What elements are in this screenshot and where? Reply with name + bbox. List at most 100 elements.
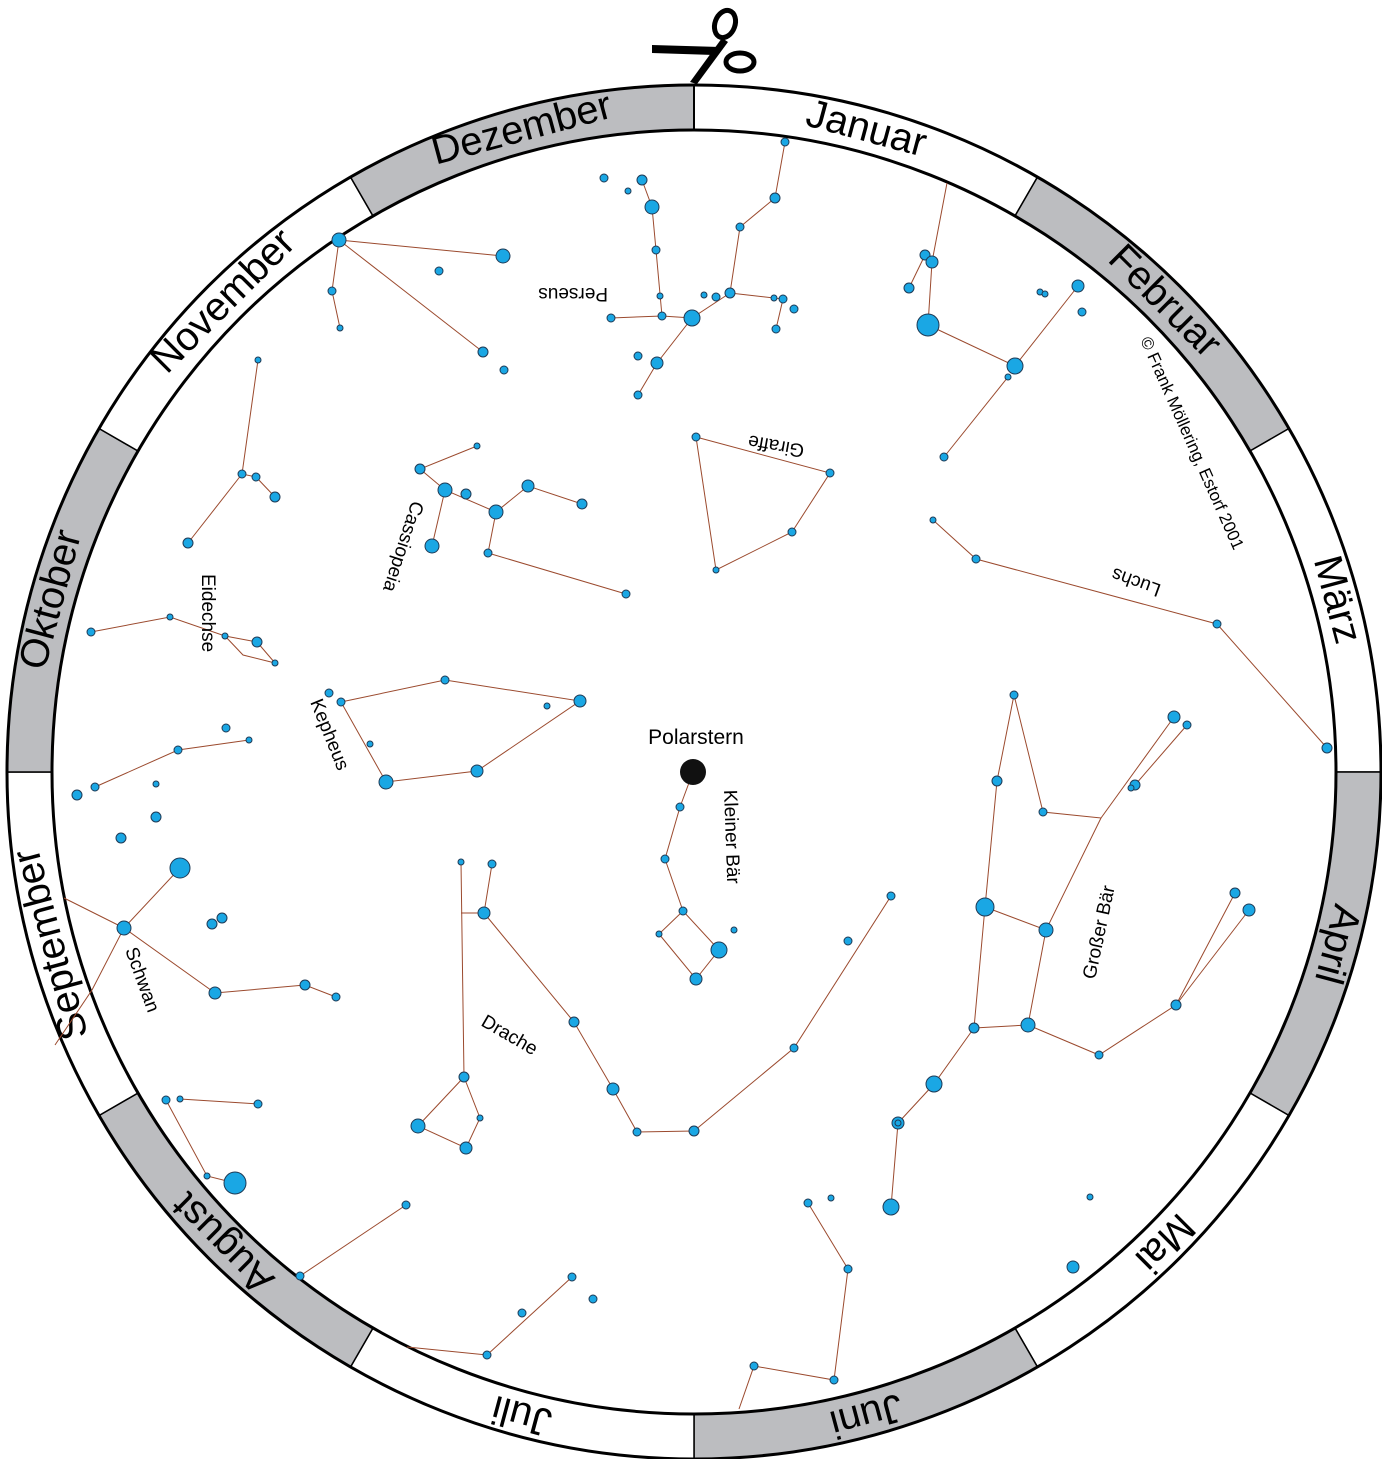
star-33 xyxy=(691,432,701,442)
star-125 xyxy=(1229,887,1241,899)
star-23 xyxy=(925,255,939,269)
star-127 xyxy=(925,1075,943,1093)
constellation-line-9 xyxy=(932,519,1328,749)
star-148 xyxy=(829,1375,839,1385)
star-49 xyxy=(424,538,440,554)
star-112 xyxy=(1009,690,1019,700)
star-108 xyxy=(458,1071,470,1083)
star-38 xyxy=(971,554,981,564)
star-102 xyxy=(606,1082,620,1096)
constellation-line-11 xyxy=(431,489,446,547)
star-52 xyxy=(495,248,511,264)
star-45 xyxy=(488,504,504,520)
star-7 xyxy=(657,311,667,321)
star-106 xyxy=(843,936,853,946)
star-48 xyxy=(483,548,493,558)
perseus-label: Perseus xyxy=(538,283,608,304)
polaris-label: Polarstern xyxy=(648,726,744,749)
star-53 xyxy=(434,266,444,276)
star-51 xyxy=(331,232,347,248)
star-19 xyxy=(789,304,799,314)
star-15 xyxy=(636,174,648,186)
star-56 xyxy=(477,346,489,358)
star-12 xyxy=(656,292,664,300)
star-47 xyxy=(576,498,588,510)
star-85 xyxy=(116,920,132,936)
star-80 xyxy=(71,789,83,801)
star-61 xyxy=(269,491,281,503)
star-1 xyxy=(769,192,781,204)
star-95 xyxy=(710,941,728,959)
star-28 xyxy=(939,452,949,462)
eidechse-label: Eidechse xyxy=(197,574,218,652)
star-114 xyxy=(1038,807,1048,817)
star-43 xyxy=(437,482,453,498)
star-137 xyxy=(223,1171,247,1195)
constellation-line-31 xyxy=(1134,724,1188,786)
star-109 xyxy=(476,1114,484,1122)
star-37 xyxy=(929,516,937,524)
star-133 xyxy=(161,1095,171,1105)
star-14 xyxy=(644,199,660,215)
star-31 xyxy=(1071,279,1085,293)
star-27 xyxy=(1004,373,1012,381)
constellation-line-3 xyxy=(641,179,663,317)
star-91 xyxy=(675,802,685,812)
star-35 xyxy=(787,527,797,537)
constellation-line-13 xyxy=(338,239,504,257)
polaris-star xyxy=(680,759,706,785)
star-86 xyxy=(206,918,218,930)
star-134 xyxy=(176,1095,184,1103)
star-67 xyxy=(271,659,279,667)
star-120 xyxy=(1038,922,1054,938)
star-130 xyxy=(882,1198,900,1216)
star-5 xyxy=(700,291,708,299)
star-83 xyxy=(115,832,127,844)
star-16 xyxy=(624,187,632,195)
constellation-line-19 xyxy=(224,635,276,664)
star-9 xyxy=(650,356,664,370)
star-121 xyxy=(1020,1017,1036,1033)
star-124 xyxy=(1170,999,1182,1011)
star-40 xyxy=(1321,742,1333,754)
star-135 xyxy=(253,1099,263,1109)
star-46 xyxy=(521,479,535,493)
star-74 xyxy=(378,774,394,790)
star-69 xyxy=(336,697,346,707)
star-58 xyxy=(254,356,262,364)
star-4 xyxy=(711,292,721,302)
star-142 xyxy=(517,1308,527,1318)
star-3 xyxy=(724,287,736,299)
star-77 xyxy=(245,736,253,744)
star-87 xyxy=(216,912,228,924)
constellation-line-37 xyxy=(299,1204,407,1277)
constellation-line-10 xyxy=(419,445,583,513)
scissors-icon xyxy=(652,7,757,84)
star-146 xyxy=(843,1264,853,1274)
star-21 xyxy=(770,294,778,302)
star-113 xyxy=(991,775,1003,787)
star-82 xyxy=(150,811,162,823)
star-90 xyxy=(331,992,341,1002)
star-132 xyxy=(1066,1260,1080,1274)
star-140 xyxy=(567,1272,577,1282)
star-17 xyxy=(599,173,609,183)
star-36 xyxy=(712,566,720,574)
star-81 xyxy=(152,780,160,788)
star-42 xyxy=(414,463,426,475)
star-147 xyxy=(749,1361,759,1371)
constellation-line-34 xyxy=(1175,909,1250,1006)
star-62 xyxy=(182,537,194,549)
star-66 xyxy=(251,636,263,648)
star-99 xyxy=(487,859,497,869)
star-75 xyxy=(470,764,484,778)
star-100 xyxy=(477,906,491,920)
star-18 xyxy=(778,294,788,304)
star-64 xyxy=(166,613,174,621)
star-88 xyxy=(208,986,222,1000)
star-54 xyxy=(327,286,337,296)
star-141 xyxy=(588,1294,598,1304)
star-10 xyxy=(633,351,643,361)
star-30 xyxy=(1041,290,1049,298)
star-129 xyxy=(894,1119,902,1127)
